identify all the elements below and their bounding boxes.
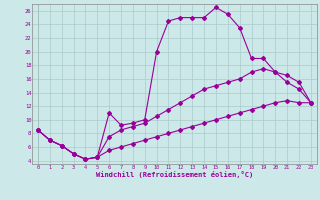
X-axis label: Windchill (Refroidissement éolien,°C): Windchill (Refroidissement éolien,°C) [96,171,253,178]
